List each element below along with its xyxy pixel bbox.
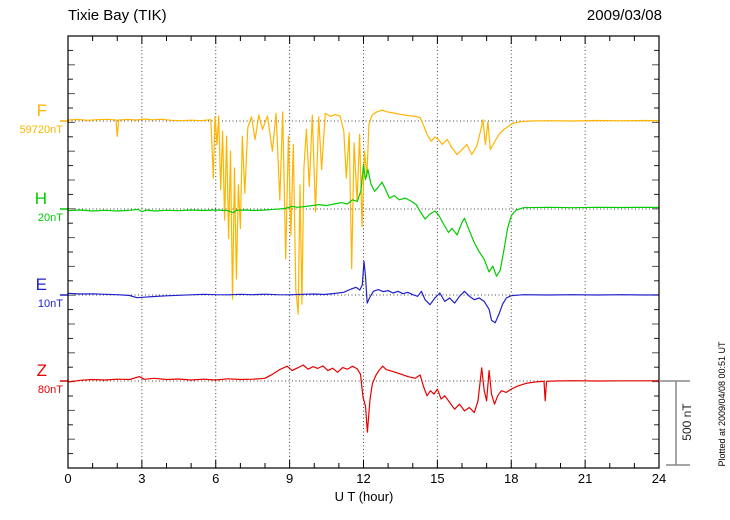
x-tick-label-18: 18 — [504, 471, 519, 486]
trace-label-E: E — [35, 275, 47, 294]
trace-F — [67, 109, 660, 315]
x-tick-label-15: 15 — [430, 471, 445, 486]
trace-label-F: F — [36, 101, 47, 120]
trace-baseline-value-Z: 80nT — [37, 384, 63, 396]
trace-Z — [67, 364, 660, 433]
trace-baseline-value-E: 10nT — [37, 298, 63, 310]
plotted-at-note: Plotted at 2009/04/08 00:51 UT — [717, 341, 727, 467]
x-tick-label-0: 0 — [64, 471, 72, 486]
x-tick-label-21: 21 — [577, 471, 593, 486]
trace-baseline-value-H: 20nT — [37, 212, 63, 224]
x-tick-label-24: 24 — [651, 471, 667, 486]
observation-date: 2009/03/08 — [586, 7, 662, 24]
x-tick-label-9: 9 — [286, 471, 294, 486]
trace-baseline-value-F: 59720nT — [19, 124, 63, 136]
plot-frame — [67, 35, 660, 469]
x-tick-label-3: 3 — [138, 471, 146, 486]
trace-E — [67, 260, 660, 324]
x-tick-label-12: 12 — [356, 471, 371, 486]
trace-label-Z: Z — [36, 361, 47, 380]
trace-H — [67, 163, 660, 277]
x-axis-title: U T (hour) — [334, 489, 394, 504]
scale-bar-label: 500 nT — [680, 403, 694, 441]
trace-label-H: H — [34, 189, 47, 208]
x-tick-label-6: 6 — [212, 471, 220, 486]
station-title: Tixie Bay (TIK) — [68, 7, 167, 24]
